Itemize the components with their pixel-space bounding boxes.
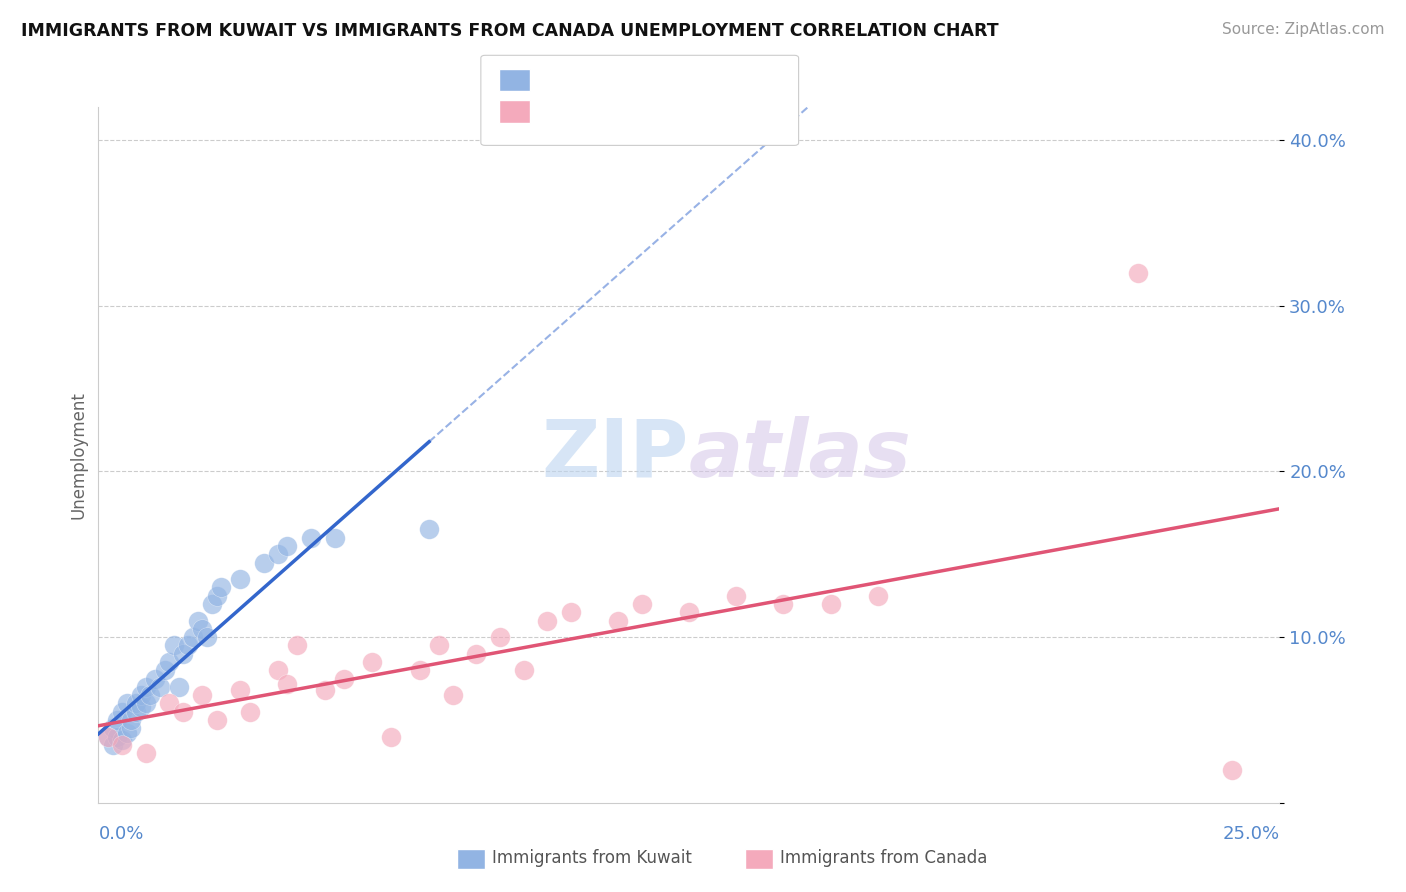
Point	[101, 738, 124, 752]
Point	[441, 688, 464, 702]
Text: N =: N =	[640, 103, 692, 120]
Point	[560, 605, 582, 619]
Point	[418, 523, 440, 537]
Point	[121, 721, 143, 735]
Point	[209, 581, 232, 595]
Point	[181, 630, 204, 644]
Point	[820, 597, 842, 611]
Point	[115, 726, 138, 740]
Point	[772, 597, 794, 611]
Point	[380, 730, 402, 744]
Point	[121, 713, 143, 727]
Point	[129, 688, 152, 702]
Text: IMMIGRANTS FROM KUWAIT VS IMMIGRANTS FROM CANADA UNEMPLOYMENT CORRELATION CHART: IMMIGRANTS FROM KUWAIT VS IMMIGRANTS FRO…	[21, 22, 998, 40]
Text: 0.586: 0.586	[581, 71, 638, 89]
Text: 33: 33	[689, 103, 714, 120]
Point	[725, 589, 748, 603]
Point	[866, 589, 889, 603]
Point	[149, 680, 172, 694]
Point	[111, 738, 134, 752]
Point	[512, 663, 534, 677]
Point	[427, 639, 450, 653]
Point	[630, 597, 652, 611]
Point	[111, 705, 134, 719]
Point	[267, 663, 290, 677]
Point	[135, 680, 157, 694]
Point	[1220, 763, 1243, 777]
Point	[143, 672, 166, 686]
Point	[135, 746, 157, 760]
Text: Source: ZipAtlas.com: Source: ZipAtlas.com	[1222, 22, 1385, 37]
Point	[607, 614, 630, 628]
Point	[285, 639, 308, 653]
Point	[267, 547, 290, 561]
Text: Immigrants from Kuwait: Immigrants from Kuwait	[492, 849, 692, 867]
Point	[187, 614, 209, 628]
Text: 40: 40	[689, 71, 714, 89]
Point	[489, 630, 512, 644]
Point	[139, 688, 162, 702]
Text: 0.355: 0.355	[581, 103, 637, 120]
Point	[163, 639, 186, 653]
Point	[229, 572, 252, 586]
Point	[678, 605, 700, 619]
Point	[125, 705, 148, 719]
Point	[195, 630, 218, 644]
Point	[299, 531, 322, 545]
Point	[101, 721, 124, 735]
Point	[111, 732, 134, 747]
Text: R =: R =	[541, 71, 581, 89]
Point	[314, 683, 336, 698]
Point	[125, 697, 148, 711]
Text: ZIP: ZIP	[541, 416, 689, 494]
Text: atlas: atlas	[689, 416, 911, 494]
Point	[361, 655, 384, 669]
Point	[115, 697, 138, 711]
Text: 0.0%: 0.0%	[98, 825, 143, 843]
Point	[201, 597, 224, 611]
Point	[172, 705, 194, 719]
Text: R =: R =	[541, 103, 581, 120]
Point	[191, 622, 214, 636]
Text: N =: N =	[640, 71, 692, 89]
Point	[129, 699, 152, 714]
Text: Immigrants from Canada: Immigrants from Canada	[780, 849, 987, 867]
Point	[97, 730, 120, 744]
Point	[229, 683, 252, 698]
Point	[333, 672, 356, 686]
Point	[157, 655, 180, 669]
Point	[97, 730, 120, 744]
Y-axis label: Unemployment: Unemployment	[69, 391, 87, 519]
Text: 25.0%: 25.0%	[1222, 825, 1279, 843]
Point	[105, 713, 128, 727]
Point	[167, 680, 190, 694]
Point	[153, 663, 176, 677]
Point	[157, 697, 180, 711]
Point	[239, 705, 262, 719]
Point	[253, 556, 276, 570]
Point	[172, 647, 194, 661]
Point	[191, 688, 214, 702]
Point	[205, 713, 228, 727]
Point	[1126, 266, 1149, 280]
Point	[408, 663, 430, 677]
Point	[276, 539, 298, 553]
Point	[536, 614, 558, 628]
Point	[105, 730, 128, 744]
Point	[135, 697, 157, 711]
Point	[323, 531, 346, 545]
Point	[177, 639, 200, 653]
Point	[205, 589, 228, 603]
Point	[465, 647, 488, 661]
Point	[276, 676, 298, 690]
